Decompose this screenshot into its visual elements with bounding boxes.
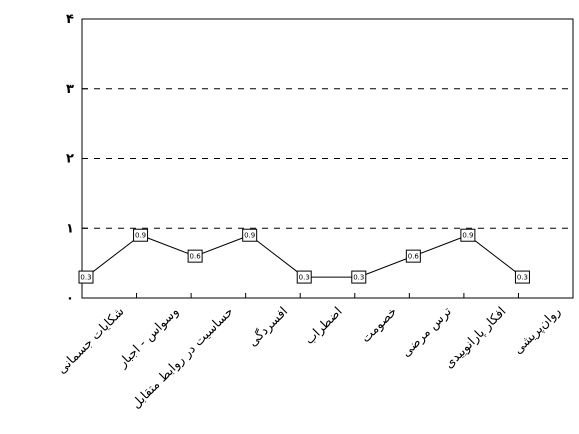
data-point-label: 0.9: [244, 232, 255, 240]
x-tick-label: شکایات جسمانی: [54, 304, 127, 377]
data-point-marker: [460, 228, 476, 242]
data-point-marker: [351, 270, 367, 284]
data-point-label: 0.9: [462, 232, 473, 240]
y-tick-label-3: ۳: [66, 82, 74, 97]
x-tick-label: ترس مرضی: [398, 303, 455, 360]
x-tick-label: روان‌پریشی: [510, 304, 564, 358]
data-point-label: 0.6: [408, 253, 420, 261]
data-point-label: 0.3: [517, 274, 528, 282]
y-axis: ۰ ۱ ۲ ۳ ۴: [66, 12, 88, 306]
y-tick-label-0: ۰: [66, 291, 74, 306]
data-point-label: 0.3: [80, 274, 91, 282]
x-tick-label: حساسیت در روابط متقابل: [128, 304, 236, 412]
data-point-label: 0.9: [135, 232, 146, 240]
data-point-label: 0.3: [299, 274, 310, 282]
data-point-marker: [405, 249, 421, 263]
gridlines: [82, 88, 573, 229]
x-tick-label: خصومت: [358, 304, 400, 346]
data-markers: 0.3 0.9 0.6 0.9 0.3 0.3 0.6 0.9 0.3: [78, 228, 530, 284]
y-tick-label-1: ۱: [66, 221, 74, 236]
data-point-marker: [296, 270, 312, 284]
data-point-label: 0.3: [353, 274, 364, 282]
y-tick-label-4: ۴: [66, 12, 74, 27]
x-tick-label: اضطراب: [301, 304, 345, 348]
y-tick-label-2: ۲: [66, 152, 74, 167]
data-point-marker: [187, 249, 203, 263]
x-tick-label: افسردگی: [245, 304, 291, 350]
data-point-marker: [133, 228, 149, 242]
data-point-label: 0.6: [190, 253, 202, 261]
data-point-marker: [242, 228, 258, 242]
data-point-marker: [514, 270, 530, 284]
data-point-marker: [78, 270, 94, 284]
